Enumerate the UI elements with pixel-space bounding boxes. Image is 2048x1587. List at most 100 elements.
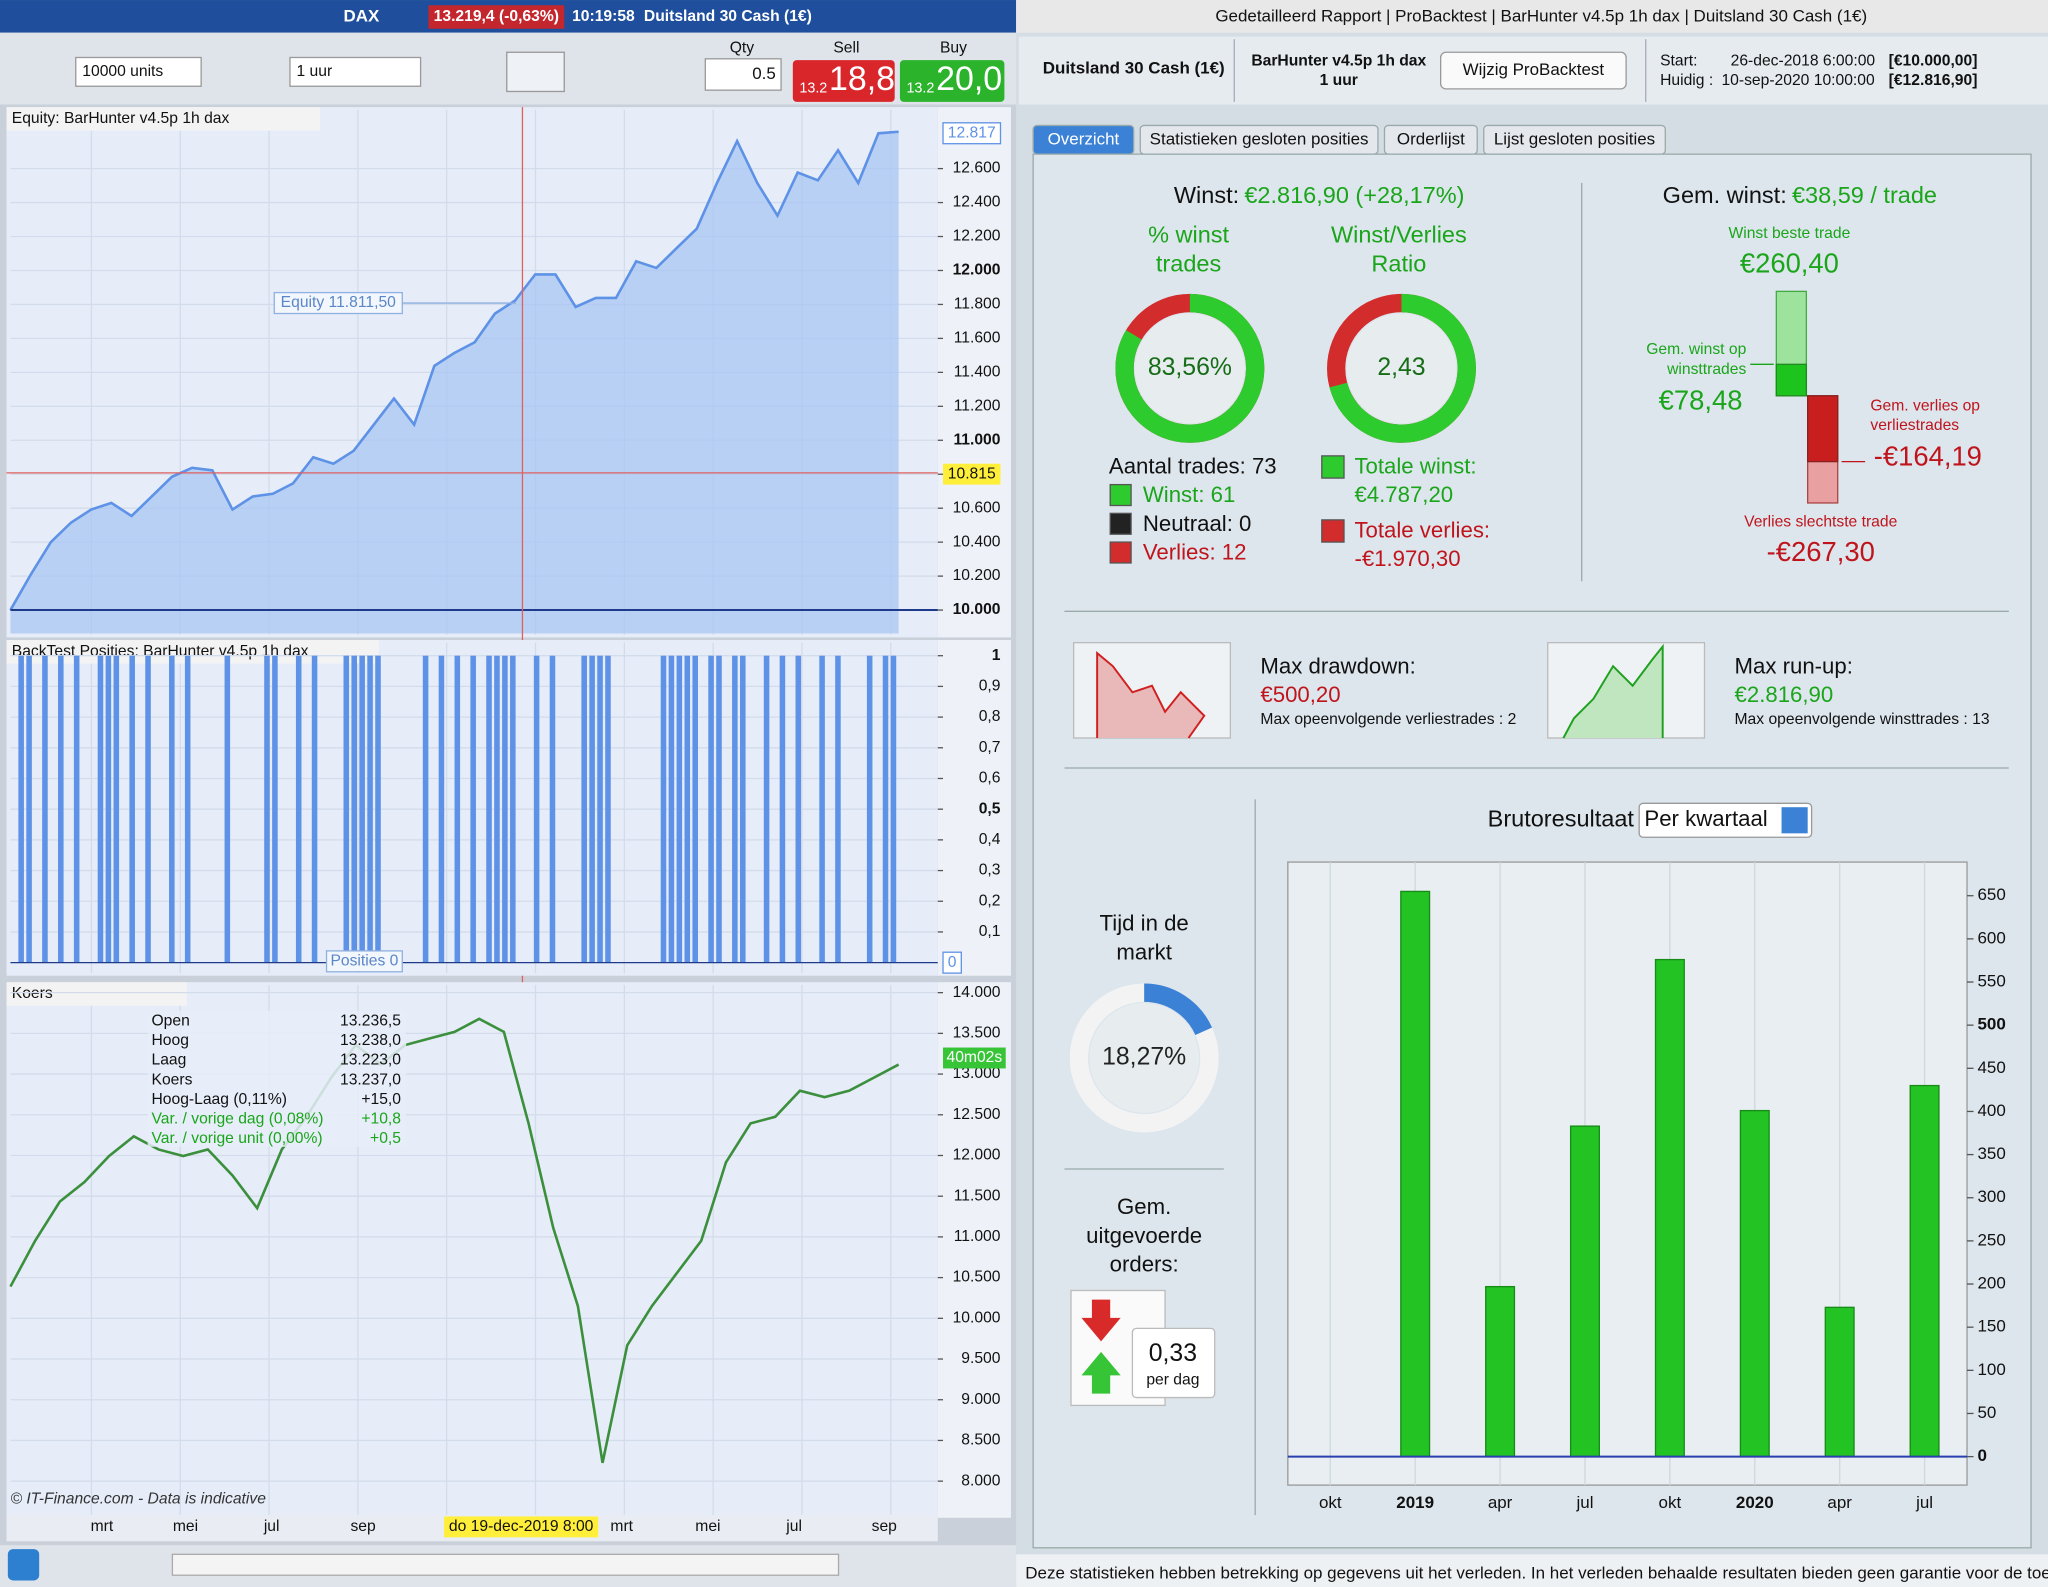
y-tick-label: 0,2 — [979, 892, 1001, 909]
position-bar — [795, 655, 802, 963]
y-tick-label: 11.000 — [953, 431, 1000, 448]
avg-profit: Gem. winst: €38,59 / trade — [1663, 182, 1937, 208]
buy-label: Buy — [940, 39, 967, 56]
y-tick-label: 10.000 — [953, 1309, 1001, 1326]
ohlc-label: Hoog — [152, 1032, 189, 1049]
position-bar — [549, 655, 556, 963]
ohlc-value: 13.223,0 — [340, 1052, 401, 1069]
y-tick-label: 10.400 — [953, 533, 1001, 550]
x-tick-label: sep — [872, 1518, 898, 1535]
position-bar — [224, 655, 231, 963]
ohlc-label: Hoog-Laag (0,11%) — [152, 1091, 287, 1108]
position-bar — [494, 655, 500, 963]
worst-title: Verlies slechtste trade — [1744, 514, 1897, 531]
quote: 13.219,4 (-0,63%) — [434, 8, 559, 25]
quote-box — [428, 5, 565, 29]
y-tick-label: 8.500 — [961, 1432, 1000, 1449]
chart-panel — [6, 982, 938, 1518]
position-bar — [708, 655, 714, 963]
label-part: Gem. winst: — [1663, 182, 1787, 208]
plot-area — [1287, 861, 1968, 1486]
y-tick-label: 12.400 — [953, 194, 1001, 211]
crosshair-box — [943, 463, 1001, 485]
sell-button[interactable] — [792, 60, 895, 102]
tab-label[interactable]: Orderlijst — [1397, 129, 1465, 148]
y-tick-label: 12.000 — [953, 262, 1001, 279]
label-part: €38,59 / trade — [1792, 182, 1937, 208]
chart-type-button[interactable] — [506, 51, 565, 93]
share-button[interactable] — [7, 1549, 40, 1581]
position-bar — [26, 655, 32, 963]
position-bar — [438, 655, 445, 963]
ohlc-value: 13.238,0 — [340, 1032, 401, 1049]
interval-select[interactable] — [289, 56, 422, 87]
y-tick-label: 450 — [1977, 1058, 2005, 1077]
position-bar — [502, 655, 508, 963]
edit-button[interactable] — [1440, 51, 1627, 90]
bar — [1824, 1306, 1855, 1458]
crosshair-value: 10.815 — [948, 465, 996, 482]
position-bar — [890, 655, 897, 963]
period-select[interactable] — [1638, 802, 1813, 838]
tab-label[interactable]: Lijst gesloten posities — [1494, 129, 1655, 148]
period-label[interactable]: Per kwartaal — [1644, 806, 1767, 831]
trades-count: Verlies: 12 — [1143, 540, 1247, 565]
chart-title: Brutoresultaat — [1488, 805, 1635, 831]
y-tick-label: 150 — [1977, 1317, 2005, 1336]
position-bar — [533, 655, 540, 963]
panel-title: Equity: BarHunter v4.5p 1h dax — [12, 110, 230, 127]
window-title: Gedetailleerd Rapport | ProBacktest | Ba… — [1215, 6, 1867, 25]
position-bar — [779, 655, 786, 963]
position-bar — [589, 655, 595, 963]
legend-swatch — [1321, 455, 1345, 479]
button-label[interactable]: Wijzig ProBacktest — [1463, 60, 1605, 79]
start-date: 26-dec-2018 6:00:00 — [1731, 53, 1876, 70]
tab-label[interactable]: Statistieken gesloten posities — [1150, 129, 1369, 148]
position-bar — [169, 655, 175, 963]
y-tick-label: 600 — [1977, 928, 2005, 947]
y-tick-label: 100 — [1977, 1360, 2005, 1379]
x-tick-label: okt — [1659, 1493, 1682, 1512]
time-title: markt — [1116, 939, 1171, 964]
y-tick-label: 500 — [1977, 1015, 2005, 1034]
y-tick-label: 11.400 — [954, 363, 1001, 380]
y-tick-label: 50 — [1977, 1403, 1996, 1422]
qty-label: Qty — [730, 39, 755, 56]
y-tick-label: 10.000 — [953, 601, 1001, 618]
position-bar — [295, 655, 302, 963]
y-tick-label: 0,7 — [979, 739, 1001, 756]
donut-label: 18,27% — [1102, 1044, 1186, 1071]
units-select[interactable] — [75, 56, 202, 87]
now-capital: [€12.816,90] — [1889, 72, 1978, 89]
position-bar — [605, 655, 611, 963]
crosshair-date: do 19-dec-2019 8:00 — [449, 1518, 594, 1535]
scrollbar[interactable] — [171, 1553, 840, 1576]
y-tick-label: 9.000 — [961, 1391, 1000, 1408]
x-tick-label: okt — [1319, 1493, 1342, 1512]
disclaimer: Deze statistieken hebben betrekking op g… — [1025, 1563, 2048, 1582]
position-bar — [660, 655, 667, 963]
ohlc-label: Koers — [152, 1071, 193, 1088]
dropdown-arrow[interactable] — [1781, 807, 1808, 834]
position-bar — [486, 655, 492, 963]
ohlc-label: Laag — [152, 1052, 187, 1069]
y-tick-label: 350 — [1977, 1144, 2005, 1163]
y-tick-label: 650 — [1977, 885, 2005, 904]
position-bar — [113, 655, 120, 963]
buy-button[interactable] — [899, 60, 1005, 102]
qty-input[interactable] — [704, 58, 782, 91]
tooltip — [325, 950, 403, 973]
last-value: 0 — [948, 954, 957, 971]
runup-note: Max opeenvolgende winsttrades : 13 — [1735, 711, 1990, 728]
bar — [1485, 1285, 1516, 1458]
y-tick-label: 12.500 — [953, 1106, 1001, 1123]
orders-title: orders: — [1110, 1252, 1179, 1277]
position-bar — [597, 655, 603, 963]
orders: 0,33 — [1149, 1340, 1197, 1367]
position-bar — [359, 655, 365, 963]
x-tick-label: mrt — [91, 1518, 114, 1535]
start-capital: [€10.000,00] — [1889, 53, 1978, 70]
equity-area — [10, 131, 899, 634]
tab-label[interactable]: Overzicht — [1048, 129, 1120, 148]
